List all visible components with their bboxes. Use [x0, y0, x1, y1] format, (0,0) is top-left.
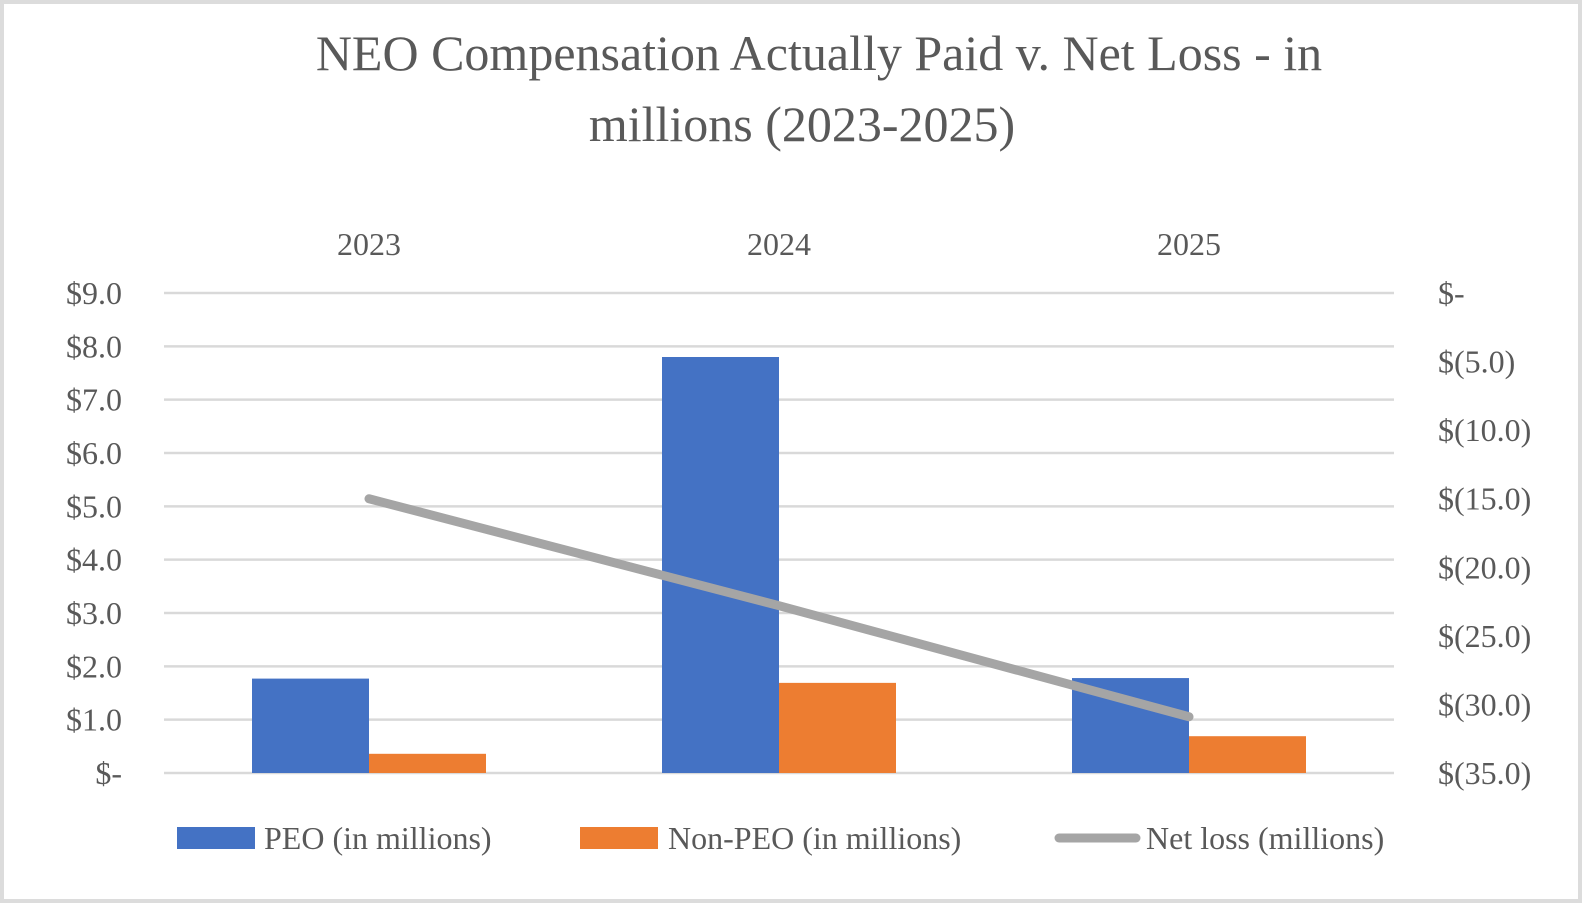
- right-axis-tick-label: $(20.0): [1438, 549, 1531, 585]
- left-axis-tick-label: $-: [95, 755, 122, 791]
- left-axis-tick-label: $4.0: [66, 542, 122, 578]
- combo-chart: NEO Compensation Actually Paid v. Net Lo…: [4, 4, 1582, 907]
- left-axis-tick-label: $9.0: [66, 275, 122, 311]
- left-axis-tick-label: $3.0: [66, 595, 122, 631]
- right-axis-tick-label: $-: [1438, 275, 1465, 311]
- legend-item: Net loss (millions): [1059, 820, 1384, 856]
- category-label: 2023: [337, 226, 401, 262]
- right-axis: $- $(5.0) $(10.0) $(15.0) $(20.0) $(25.0) $(30…: [1438, 275, 1531, 791]
- left-axis-tick-label: $8.0: [66, 328, 122, 364]
- bar-peo-2024: [662, 357, 779, 773]
- legend-swatch: [177, 827, 255, 849]
- chart-title-line-1: NEO Compensation Actually Paid v. Net Lo…: [316, 25, 1322, 81]
- chart-title: NEO Compensation Actually Paid v. Net Lo…: [316, 25, 1322, 152]
- category-label: 2024: [747, 226, 811, 262]
- legend-label: PEO (in millions): [264, 820, 492, 856]
- left-axis-tick-label: $1.0: [66, 702, 122, 738]
- left-axis-tick-label: $7.0: [66, 382, 122, 418]
- bars: [252, 357, 1306, 773]
- right-axis-tick-label: $(10.0): [1438, 412, 1531, 448]
- category-axis: 2023 2024 2025: [337, 226, 1221, 262]
- left-axis-tick-label: $2.0: [66, 648, 122, 684]
- left-axis: $- $1.0 $2.0 $3.0 $4.0 $5.0 $6.0 $7.0 $8.0 $9.0: [66, 275, 122, 791]
- legend: PEO (in millions) Non-PEO (in millions) Ne…: [177, 820, 1384, 856]
- category-label: 2025: [1157, 226, 1221, 262]
- legend-item: PEO (in millions): [177, 820, 492, 856]
- bar-non-peo-2024: [779, 683, 896, 773]
- legend-swatch: [580, 827, 658, 849]
- right-axis-tick-label: $(15.0): [1438, 481, 1531, 517]
- left-axis-tick-label: $5.0: [66, 488, 122, 524]
- right-axis-tick-label: $(5.0): [1438, 344, 1515, 380]
- legend-label: Net loss (millions): [1146, 820, 1384, 856]
- right-axis-tick-label: $(35.0): [1438, 755, 1531, 791]
- bar-non-peo-2025: [1189, 736, 1306, 773]
- chart-title-line-2: millions (2023-2025): [589, 96, 1015, 152]
- right-axis-tick-label: $(25.0): [1438, 618, 1531, 654]
- left-axis-tick-label: $6.0: [66, 435, 122, 471]
- legend-label: Non-PEO (in millions): [668, 820, 961, 856]
- legend-item: Non-PEO (in millions): [580, 820, 961, 856]
- right-axis-tick-label: $(30.0): [1438, 686, 1531, 722]
- bar-peo-2023: [252, 679, 369, 773]
- bar-non-peo-2023: [369, 754, 486, 773]
